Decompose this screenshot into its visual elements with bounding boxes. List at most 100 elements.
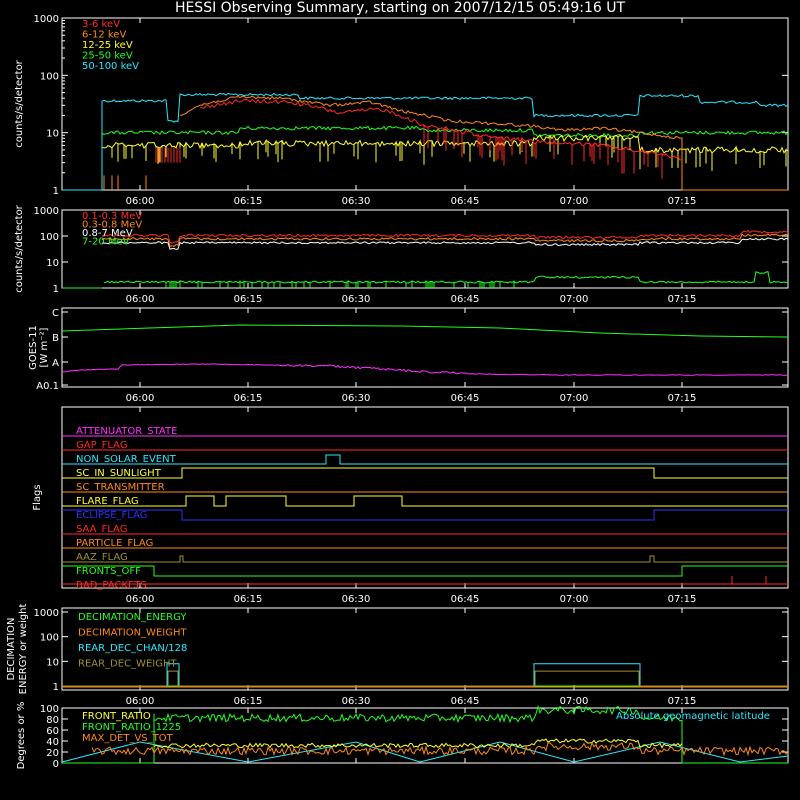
y-axis-label: counts/s/detector	[14, 59, 25, 147]
y-tick-label: 80	[46, 715, 59, 726]
rear-dec-weight-line	[62, 670, 788, 687]
y-tick-label: 20	[46, 748, 59, 759]
y-tick-label: 1000	[34, 206, 59, 217]
x-tick-label: 07:15	[668, 594, 697, 605]
max-det-vs-tot-line	[91, 741, 789, 757]
x-tick-label: 06:30	[342, 294, 371, 305]
y-tick-label: 100	[40, 633, 59, 644]
panel-2: 06:00 06:15 06:30 06:45 07:00 07:15 1 10 100 1000…	[14, 204, 789, 305]
y-tick-label: A	[52, 358, 59, 369]
aaz-flag-line	[62, 555, 788, 563]
x-tick-label: 07:00	[560, 393, 589, 404]
panel-frame	[61, 209, 789, 289]
legend-entry: FRONT_RATIO_1225	[82, 722, 181, 733]
flag-label: SC_TRANSMITTER	[76, 482, 165, 493]
legend-entry: 7-20 MeV	[82, 237, 130, 248]
y-axis-label: Degrees or %	[16, 702, 27, 770]
y-tick-label: 1	[53, 284, 59, 295]
panel-3: 06:00 06:15 06:30 06:45 07:00 07:15 A0.1 A B C GOE…	[28, 307, 789, 404]
legend-entry: 50-100 keV	[82, 61, 139, 72]
flag-label: AAZ_FLAG	[76, 552, 128, 563]
panel-frame	[61, 707, 789, 764]
x-tick-label: 06:15	[234, 294, 263, 305]
x-tick-label: 06:00	[126, 196, 155, 207]
x-tick-label: 06:45	[451, 196, 480, 207]
y-axis-label: ENERGY or weight	[18, 604, 29, 695]
series-0.3-0.8mev-line	[101, 233, 789, 247]
x-tick-label: 06:30	[342, 696, 371, 707]
eclipse-flag-line	[62, 509, 788, 521]
y-tick-label: A0.1	[36, 381, 59, 392]
x-tick-label: 07:00	[560, 696, 589, 707]
x-tick-label: 06:15	[234, 594, 263, 605]
series-12-25kev-line	[101, 134, 789, 171]
series-7-20mev-line	[103, 270, 789, 288]
y-tick-label: 100	[40, 232, 59, 243]
panel-4: 06:00 06:15 06:30 06:45 07:00 07:15 Flags ATTEN…	[32, 406, 789, 605]
y-tick-label: 100	[40, 704, 59, 715]
y-tick-label: 0	[53, 759, 59, 770]
panel-1: 06:00 06:15 06:30 06:45 07:00 07:15 1 10 100 1000…	[14, 14, 789, 207]
y-axis-label: DECIMATION	[6, 617, 17, 680]
y-tick-label: 100	[40, 71, 59, 82]
y-tick-label: 10	[46, 129, 59, 140]
fronts-off-line	[62, 565, 788, 577]
panel-frame	[61, 406, 789, 589]
flag-label: SC_IN_SUNLIGHT	[76, 468, 162, 479]
y-tick-label: 40	[46, 737, 59, 748]
x-tick-label: 07:00	[560, 294, 589, 305]
series-0.8-7mev-line	[101, 237, 789, 250]
series-25-50kev-line	[101, 125, 789, 138]
x-tick-label: 06:45	[451, 294, 480, 305]
y-tick-label: 1000	[34, 14, 59, 25]
x-tick-label: 06:45	[451, 696, 480, 707]
x-tick-label: 06:15	[234, 196, 263, 207]
x-tick-label: 06:45	[451, 393, 480, 404]
x-tick-label: 06:00	[126, 594, 155, 605]
y-axis-label: Flags	[32, 484, 43, 510]
x-tick-label: 06:15	[234, 393, 263, 404]
flare-flag-line	[62, 495, 788, 507]
flag-label: FRONTS_OFF	[76, 566, 141, 577]
legend-entry: DECIMATION_WEIGHT	[78, 628, 187, 639]
front-ratio-1225-line	[62, 704, 788, 764]
y-tick-label: 1000	[34, 608, 59, 619]
y-tick-label: 10	[46, 657, 59, 668]
panel-frame	[61, 307, 789, 388]
series-50-100kev-line	[62, 92, 789, 191]
flag-label: GAP_FLAG	[76, 440, 128, 451]
panel-frame	[61, 17, 789, 191]
non-solar-event-line	[62, 454, 788, 465]
x-tick-label: 06:00	[126, 294, 155, 305]
y-tick-label: 1	[53, 186, 59, 197]
x-tick-label: 07:00	[560, 594, 589, 605]
geomagnetic-latitude-line	[61, 741, 789, 763]
legend-entry: 0.1-0.3 MeV	[82, 211, 142, 222]
panel-5: 06:00 06:15 06:30 06:45 07:00 07:15 1 10 100 1000…	[6, 604, 789, 707]
x-tick-label: 07:15	[668, 393, 697, 404]
series-6-12kev-line	[179, 95, 788, 191]
y-tick-label: C	[52, 308, 59, 319]
y-axis-label: [W m⁻²]	[39, 327, 50, 367]
flag-label: FLARE_FLAG	[76, 496, 139, 507]
x-tick-label: 06:30	[342, 196, 371, 207]
x-tick-label: 06:15	[234, 696, 263, 707]
legend-entry: FRONT_RATIO	[82, 711, 151, 722]
y-axis-label: GOES-11	[28, 325, 39, 370]
y-axis-label: counts/s/detector	[14, 204, 25, 292]
sc-in-sunlight-line	[62, 467, 788, 479]
y-tick-label: B	[52, 333, 59, 344]
bad-packets-line	[62, 576, 788, 585]
legend-entry: 0.8-7 MeV	[82, 228, 133, 239]
flag-label: PARTICLE_FLAG	[76, 538, 153, 549]
legend-entry: 3-6 keV	[82, 19, 120, 30]
x-tick-label: 06:45	[451, 594, 480, 605]
series-3-6kev-line	[200, 98, 683, 179]
panel-frame	[61, 607, 789, 691]
series-0.1-0.3mev-line	[101, 229, 789, 244]
x-tick-label: 06:00	[126, 696, 155, 707]
x-tick-label: 07:15	[668, 696, 697, 707]
legend-entry: REAR_DEC_WEIGHT	[78, 659, 177, 670]
